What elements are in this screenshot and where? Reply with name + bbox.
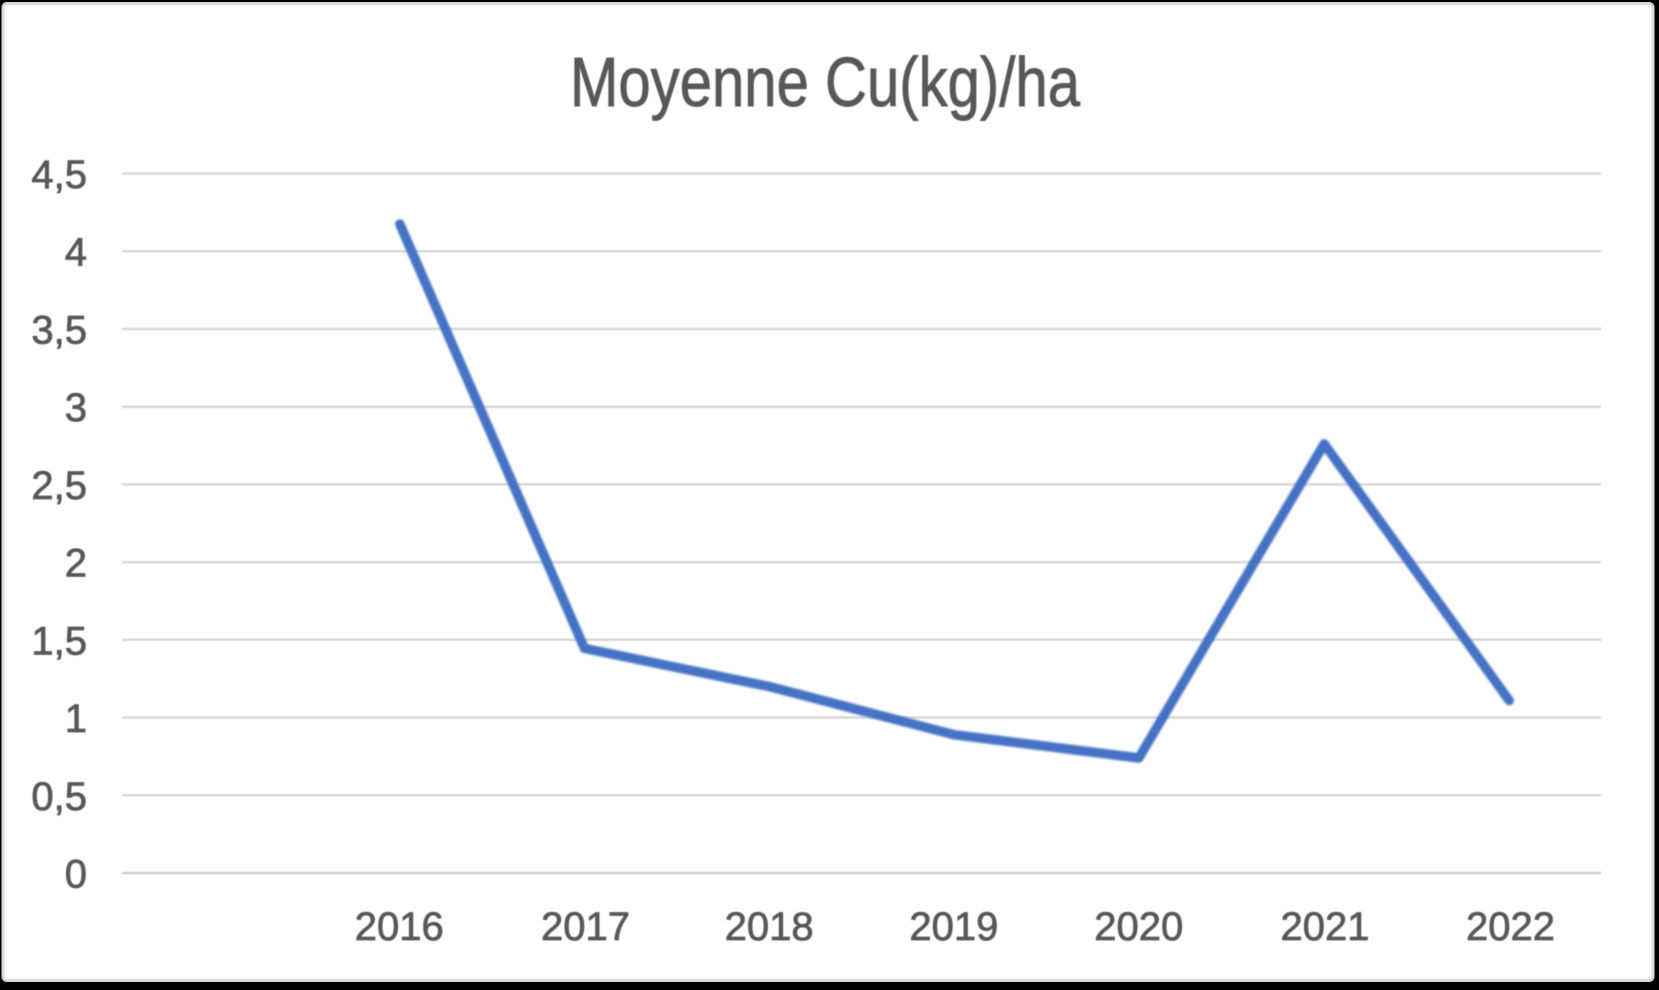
svg-text:2016: 2016 [355,905,444,949]
svg-text:2021: 2021 [1281,905,1370,949]
svg-text:3,5: 3,5 [31,308,87,352]
svg-text:2020: 2020 [1094,905,1183,949]
svg-text:2,5: 2,5 [31,464,87,508]
svg-text:2: 2 [65,542,87,586]
svg-text:0: 0 [65,853,87,897]
svg-text:3: 3 [65,386,87,430]
svg-text:2018: 2018 [725,905,814,949]
svg-text:1,5: 1,5 [31,619,87,663]
svg-text:2017: 2017 [541,905,630,949]
svg-text:4: 4 [65,231,87,275]
svg-text:4,5: 4,5 [31,153,87,197]
svg-text:0,5: 0,5 [31,775,87,819]
svg-text:1: 1 [65,697,87,741]
svg-text:Moyenne Cu(kg)/ha: Moyenne Cu(kg)/ha [570,43,1080,121]
svg-text:2019: 2019 [909,905,998,949]
svg-text:2022: 2022 [1466,905,1555,949]
